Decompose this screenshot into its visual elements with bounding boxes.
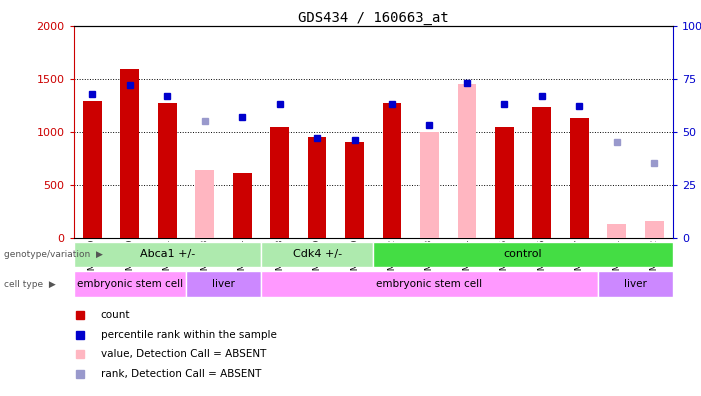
Bar xyxy=(196,170,214,238)
Bar xyxy=(121,69,139,238)
Bar xyxy=(74,242,261,267)
Text: count: count xyxy=(100,310,130,320)
Text: Cdk4 +/-: Cdk4 +/- xyxy=(292,249,341,259)
Bar xyxy=(74,271,186,297)
Bar xyxy=(261,271,598,297)
Text: percentile rank within the sample: percentile rank within the sample xyxy=(100,329,276,340)
Text: cell type  ▶: cell type ▶ xyxy=(4,280,55,289)
Bar xyxy=(420,131,439,238)
Bar xyxy=(373,242,673,267)
Bar xyxy=(233,173,252,238)
Text: rank, Detection Call = ABSENT: rank, Detection Call = ABSENT xyxy=(100,369,261,379)
Title: GDS434 / 160663_at: GDS434 / 160663_at xyxy=(298,11,449,25)
Bar xyxy=(271,128,289,238)
Bar xyxy=(158,103,177,238)
Text: value, Detection Call = ABSENT: value, Detection Call = ABSENT xyxy=(100,349,266,360)
Bar xyxy=(308,137,327,238)
Bar xyxy=(83,101,102,238)
Bar xyxy=(598,271,673,297)
Bar xyxy=(645,221,664,238)
Bar xyxy=(261,242,373,267)
Text: Abca1 +/-: Abca1 +/- xyxy=(139,249,195,259)
Bar xyxy=(383,103,402,238)
Bar xyxy=(458,84,476,238)
Bar xyxy=(570,118,589,238)
Text: embryonic stem cell: embryonic stem cell xyxy=(76,279,183,289)
Text: liver: liver xyxy=(624,279,647,289)
Bar xyxy=(607,224,626,238)
Bar xyxy=(345,142,364,238)
Bar xyxy=(533,107,551,238)
Text: genotype/variation  ▶: genotype/variation ▶ xyxy=(4,250,102,259)
Text: control: control xyxy=(504,249,543,259)
Text: embryonic stem cell: embryonic stem cell xyxy=(376,279,482,289)
Text: liver: liver xyxy=(212,279,235,289)
Bar xyxy=(495,128,514,238)
Bar xyxy=(186,271,261,297)
